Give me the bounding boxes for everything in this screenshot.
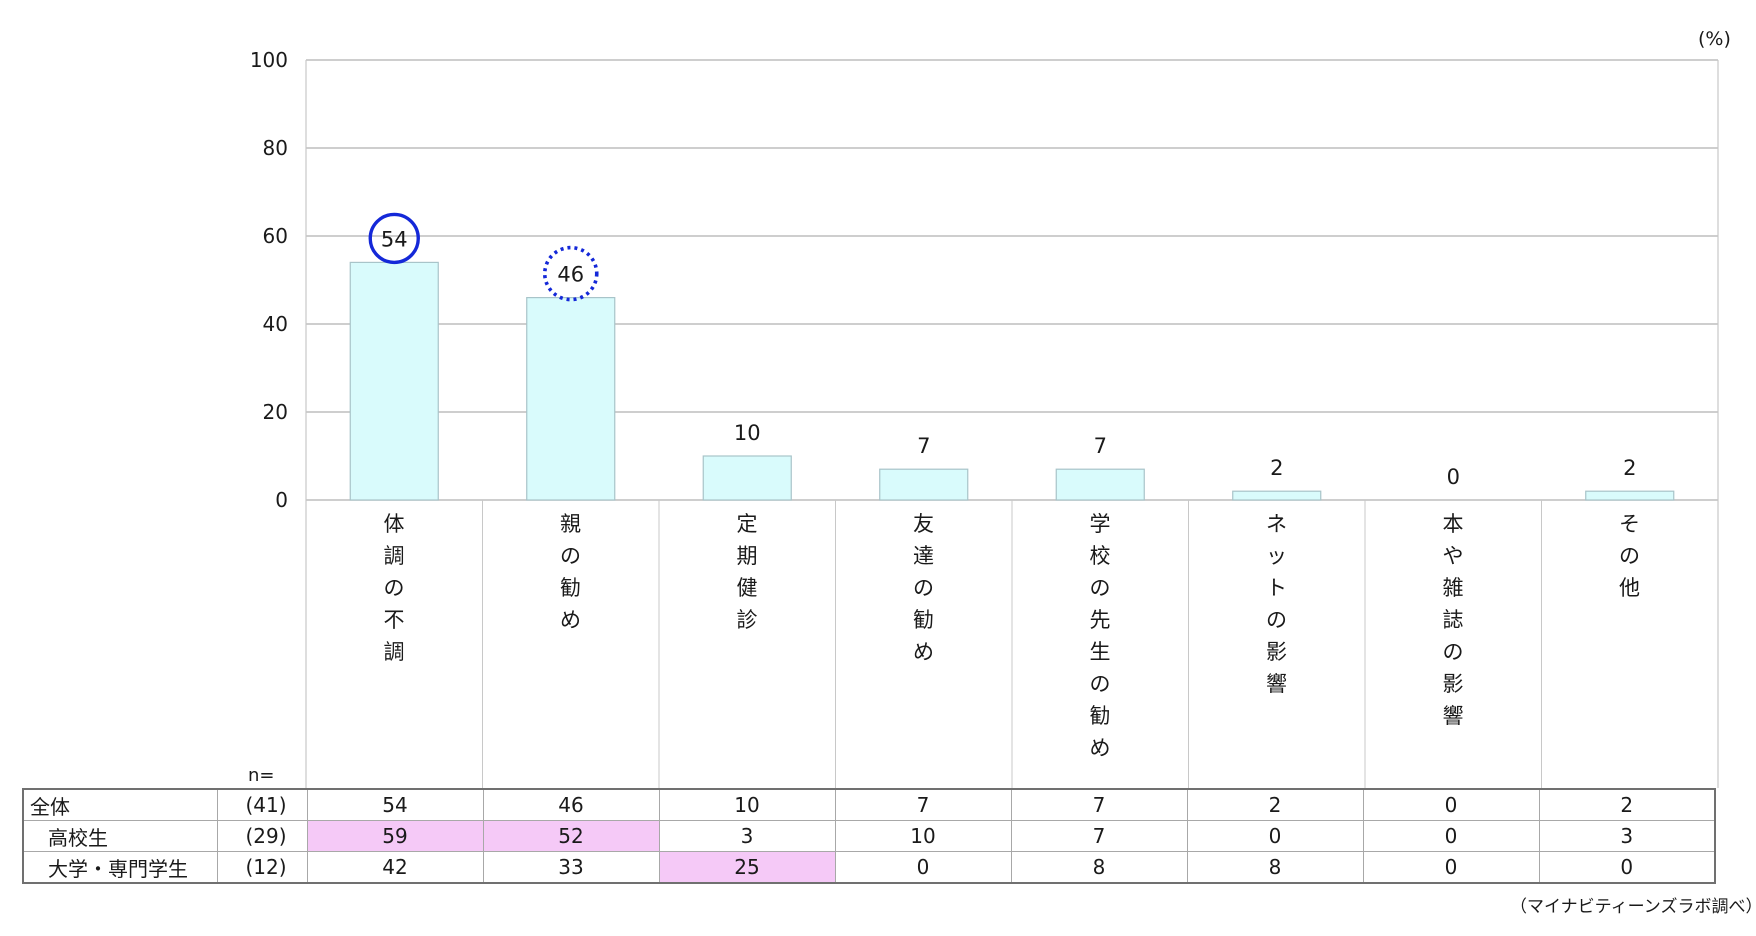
- category-label: ネットの影響: [1266, 512, 1287, 696]
- table-cell: 52: [482, 820, 660, 852]
- table-row: 大学・専門学生 (12) 42 33 25 0 8 8 0 0: [22, 851, 1716, 884]
- row-n: (12): [216, 851, 308, 884]
- bar-value-label: 2: [1623, 456, 1636, 480]
- table-cell: 0: [1538, 851, 1716, 884]
- y-tick-label: 100: [250, 48, 288, 72]
- bar: [879, 468, 969, 501]
- y-tick-label: 60: [263, 224, 288, 248]
- table-row: 高校生 (29) 59 52 3 10 7 0 0 3: [22, 820, 1716, 852]
- table-cell: 3: [658, 820, 836, 852]
- table-cell: 59: [306, 820, 484, 852]
- bar-value-label: 2: [1270, 456, 1283, 480]
- source-note: （マイナビティーンズラボ調べ）: [1510, 897, 1756, 917]
- y-tick-label: 40: [263, 312, 288, 336]
- row-label: 大学・専門学生: [22, 851, 218, 884]
- row-n: (41): [216, 788, 308, 821]
- category-label: 定期健診: [736, 512, 758, 632]
- table-cell: 0: [1362, 788, 1540, 821]
- table-cell: 3: [1538, 820, 1716, 852]
- bar-value-label: 46: [557, 263, 584, 287]
- highlight-circle: [368, 212, 420, 265]
- table-cell: 0: [1186, 820, 1364, 852]
- category-label: 学校の先生の勧め: [1089, 512, 1111, 760]
- highlight-circle: [542, 245, 599, 302]
- table-cell: 0: [1362, 851, 1540, 884]
- table-cell: 10: [658, 788, 836, 821]
- n-label: n=: [248, 765, 275, 786]
- y-tick-label: 0: [275, 488, 288, 512]
- category-label: 体調の不調: [383, 512, 405, 664]
- category-label: その他: [1619, 512, 1640, 600]
- table-cell: 0: [834, 851, 1012, 884]
- category-label: 本や雑誌の影響: [1442, 512, 1464, 728]
- table-cell: 8: [1010, 851, 1188, 884]
- table-row: 全体 (41) 54 46 10 7 7 2 0 2: [22, 788, 1716, 821]
- bar-value-label: 54: [381, 227, 408, 251]
- table-cell: 33: [482, 851, 660, 884]
- row-n: (29): [216, 820, 308, 852]
- data-table: 全体 (41) 54 46 10 7 7 2 0 2 高校生 (29) 59 52 3 10 7 0 0 3 大学・専門…: [22, 788, 1716, 884]
- category-label: 親の勧め: [560, 512, 581, 632]
- table-cell: 0: [1362, 820, 1540, 852]
- bar-value-label: 10: [734, 421, 761, 445]
- table-cell: 7: [1010, 820, 1188, 852]
- bar-value-label: 0: [1447, 465, 1460, 489]
- category-label: 友達の勧め: [913, 512, 934, 664]
- row-label: 高校生: [22, 820, 218, 852]
- bar: [349, 261, 439, 501]
- bar: [526, 297, 616, 501]
- y-tick-label: 20: [263, 400, 288, 424]
- bar-value-label: 7: [1094, 434, 1107, 458]
- bar: [1585, 490, 1675, 501]
- table-cell: 2: [1538, 788, 1716, 821]
- y-tick-label: 80: [263, 136, 288, 160]
- bar: [1055, 468, 1145, 501]
- table-cell: 25: [658, 851, 836, 884]
- bar-value-label: 7: [917, 434, 930, 458]
- row-label: 全体: [22, 788, 218, 821]
- table-cell: 10: [834, 820, 1012, 852]
- bar: [1232, 490, 1322, 501]
- table-cell: 46: [482, 788, 660, 821]
- unit-label: (%): [1698, 28, 1731, 50]
- table-cell: 54: [306, 788, 484, 821]
- table-cell: 2: [1186, 788, 1364, 821]
- table-cell: 42: [306, 851, 484, 884]
- table-cell: 8: [1186, 851, 1364, 884]
- table-cell: 7: [1010, 788, 1188, 821]
- table-cell: 7: [834, 788, 1012, 821]
- bar: [702, 455, 792, 501]
